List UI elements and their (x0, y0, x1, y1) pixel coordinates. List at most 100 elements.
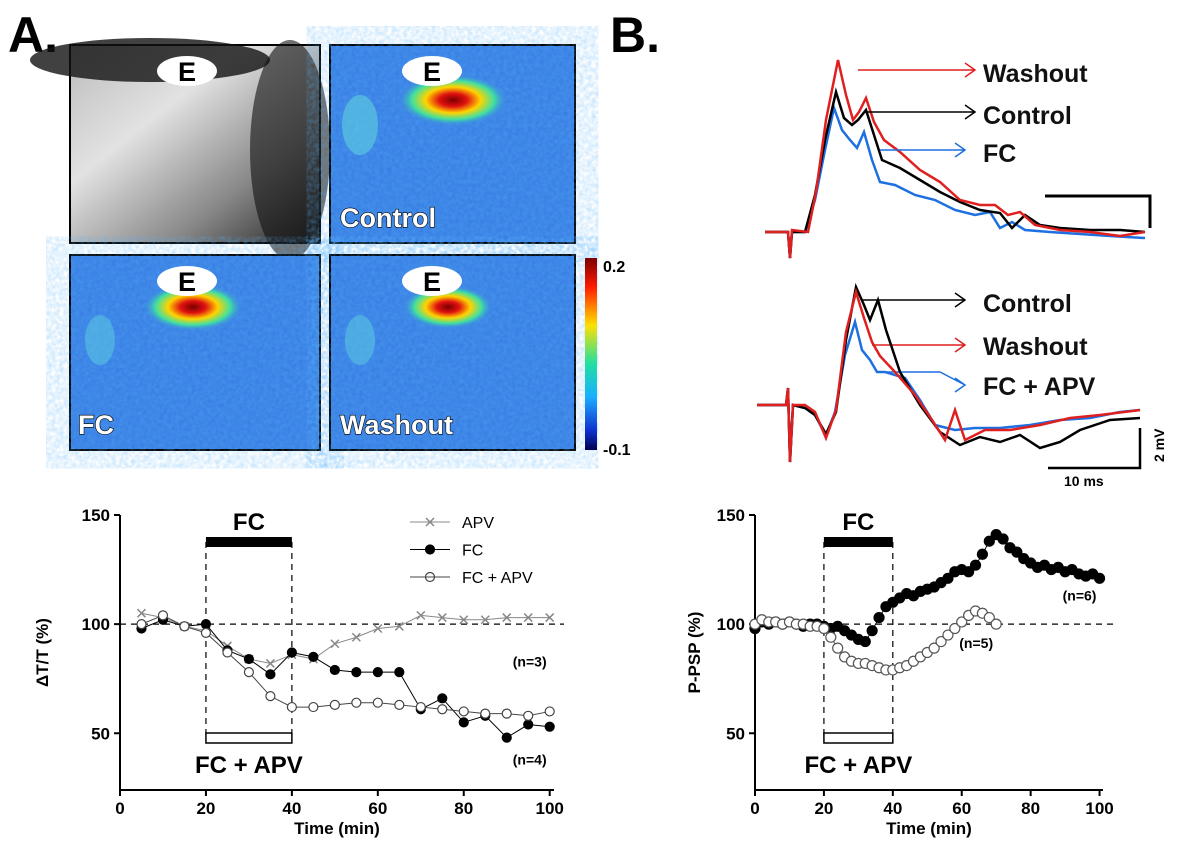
n-label: (n=4) (513, 752, 547, 768)
marker (437, 704, 448, 715)
legend-label: APV (462, 515, 494, 532)
marker (458, 717, 469, 728)
marker (990, 618, 1002, 630)
marker (523, 719, 534, 730)
x-tick-label: 40 (282, 799, 301, 818)
x-tick-label: 60 (368, 799, 387, 818)
legend-label: FC + APV (462, 570, 533, 587)
period-bar (823, 537, 893, 547)
marker (873, 611, 885, 624)
marker (1011, 546, 1023, 558)
image-label: FC (78, 410, 114, 440)
marker (373, 623, 383, 634)
period-label: FC + APV (195, 752, 303, 779)
marker (437, 613, 447, 623)
x-tick-label: 40 (883, 799, 902, 818)
marker (286, 647, 297, 658)
scale-bar (1048, 428, 1142, 470)
series (136, 571, 555, 721)
marker (859, 635, 871, 648)
marker (265, 669, 276, 680)
colorbar-label: 0.2 (603, 259, 625, 276)
marker (983, 611, 995, 624)
y-tick-label: 150 (717, 506, 745, 525)
marker (501, 732, 512, 743)
colorbar-label: -0.1 (603, 442, 631, 459)
series-line (141, 619, 550, 739)
series (749, 605, 1002, 676)
marker (523, 613, 533, 623)
scale-label: 10 ms (1064, 473, 1104, 489)
electrode-label: E (423, 57, 441, 87)
marker (351, 632, 361, 642)
marker (157, 610, 169, 621)
scale-label: 2 mV (1151, 428, 1167, 462)
marker (832, 642, 844, 654)
image-label: Washout (340, 410, 453, 440)
y-tick-label: 150 (82, 506, 110, 525)
x-tick-label: 100 (1085, 799, 1113, 818)
marker (394, 621, 404, 631)
x-axis-label: Time (min) (886, 819, 972, 838)
y-tick-label: 50 (91, 724, 110, 743)
marker (136, 619, 147, 630)
marker (243, 667, 255, 678)
marker (351, 667, 362, 678)
trace-label: Control (983, 102, 1072, 130)
x-tick-label: 0 (750, 799, 759, 818)
x-tick-label: 100 (536, 799, 564, 818)
x-tick-label: 20 (196, 799, 215, 818)
marker (480, 708, 491, 719)
marker (544, 706, 555, 717)
marker (963, 566, 975, 578)
x-axis-label: Time (min) (294, 819, 380, 838)
marker (372, 667, 383, 678)
y-axis-label: P-PSP (%) (685, 612, 704, 694)
x-tick-label: 0 (115, 799, 124, 818)
period-label: FC (842, 509, 874, 536)
marker (1093, 572, 1106, 584)
marker (545, 613, 555, 623)
period-bar (823, 732, 894, 744)
marker (200, 619, 212, 630)
marker (437, 693, 448, 704)
marker (265, 691, 276, 702)
n-label: (n=5) (959, 635, 993, 651)
marker (330, 639, 340, 649)
x-tick-label: 80 (454, 799, 473, 818)
marker (949, 622, 961, 635)
y-tick-label: 50 (726, 724, 745, 743)
marker (458, 706, 469, 717)
marker (394, 699, 405, 710)
x-tick-label: 20 (814, 799, 833, 818)
marker (480, 615, 490, 625)
legend-label: FC (462, 543, 483, 560)
marker (265, 658, 275, 668)
marker (976, 548, 989, 560)
period-label: FC + APV (804, 752, 912, 779)
y-tick-label: 100 (717, 615, 745, 634)
marker (351, 697, 362, 708)
traces-bottom (757, 282, 1141, 463)
marker (200, 627, 212, 638)
trace-arrows (858, 62, 977, 393)
trace-label: FC + APV (983, 373, 1096, 401)
n-label: (n=3) (513, 653, 547, 669)
scale-bar (1045, 194, 1152, 228)
marker (866, 625, 878, 637)
marker (372, 697, 383, 708)
marker (969, 559, 982, 571)
marker (459, 615, 469, 625)
trace-label: Washout (983, 333, 1088, 361)
n-label: (n=6) (1063, 587, 1097, 603)
image-label: Control (340, 203, 436, 233)
x-tick-label: 80 (1021, 799, 1040, 818)
marker (416, 610, 426, 620)
marker (935, 635, 947, 648)
marker (544, 721, 555, 732)
trace-label: Control (983, 290, 1072, 318)
marker (501, 708, 512, 719)
marker (179, 621, 190, 632)
marker (394, 667, 405, 678)
period-bar (205, 537, 292, 547)
